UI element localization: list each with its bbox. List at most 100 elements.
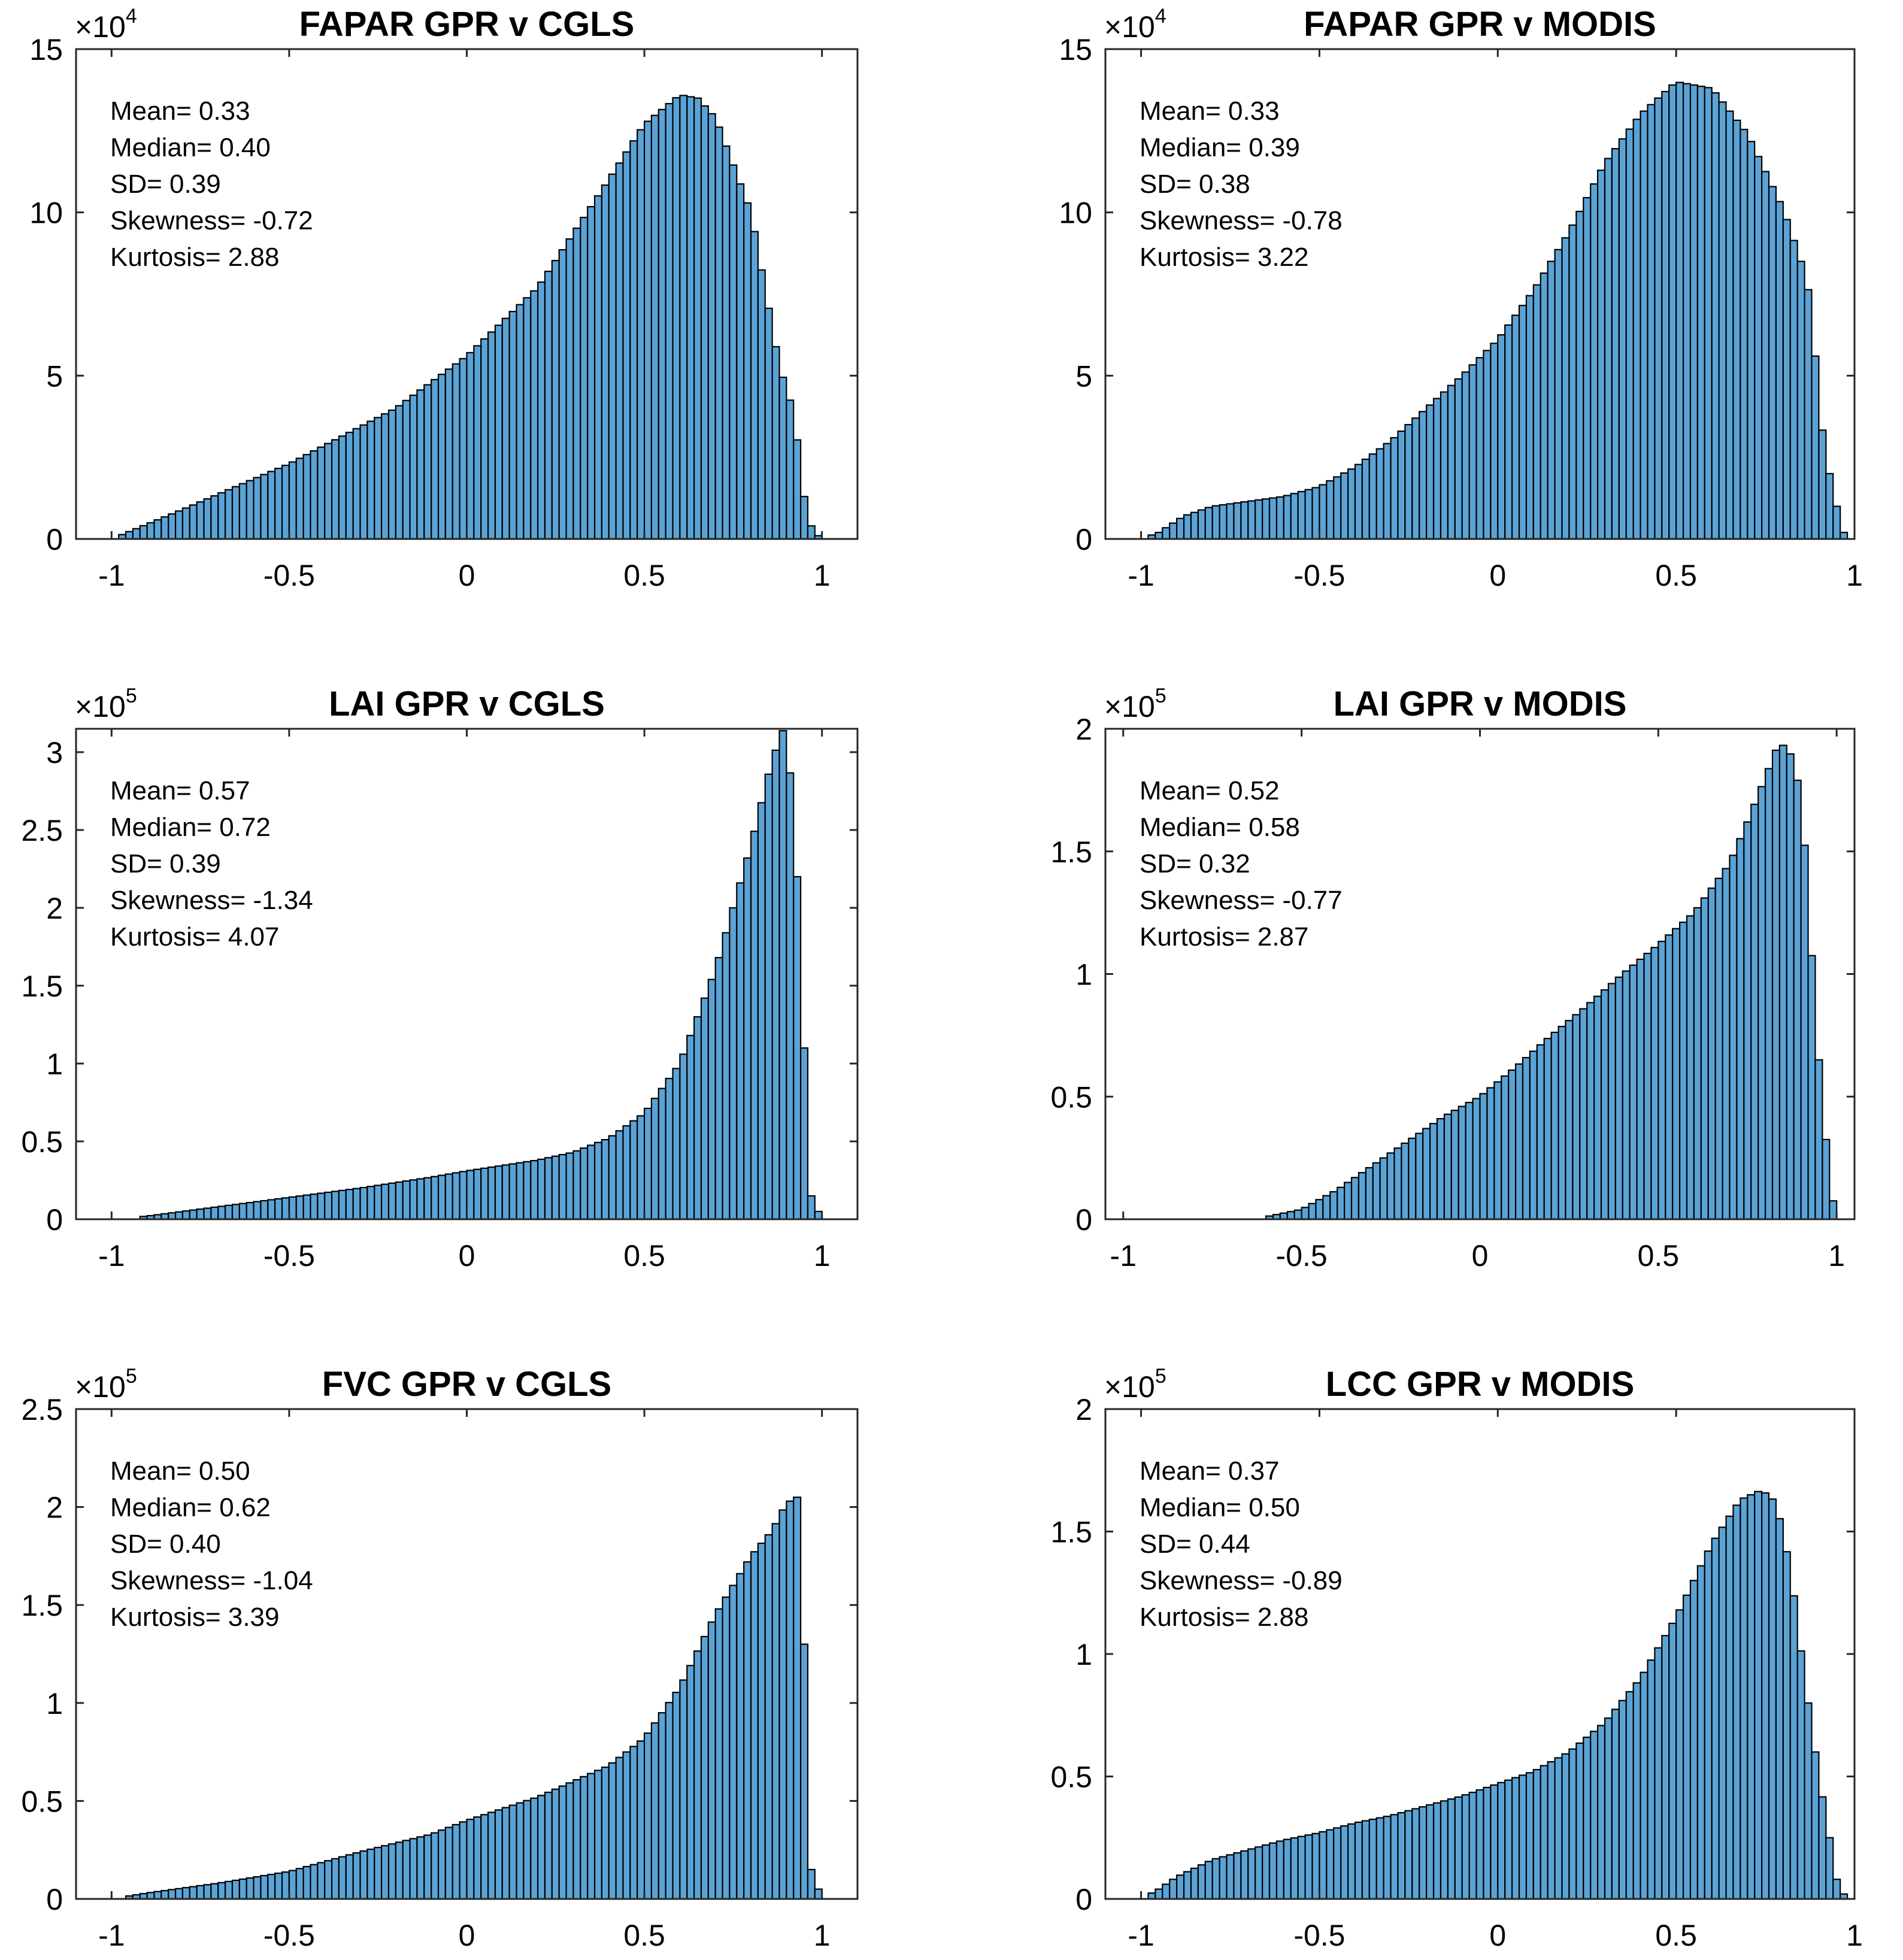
histogram-bar [174, 510, 184, 539]
histogram-bars [1147, 1491, 1849, 1899]
histogram-bar [1354, 464, 1363, 539]
histogram-bar [1397, 430, 1406, 539]
y-tick-label: 5 [46, 359, 63, 393]
y-exponent-label: ×105 [75, 684, 137, 723]
x-tick-label: -1 [1128, 1919, 1154, 1952]
histogram-bar [1768, 1498, 1777, 1899]
histogram-bar [231, 1879, 240, 1899]
histogram-bar [402, 399, 411, 539]
histogram-bar [1497, 334, 1506, 539]
histogram-bar [1162, 527, 1171, 539]
histogram-bar [1361, 1820, 1370, 1899]
y-tick-label: 1.5 [1050, 1516, 1092, 1549]
stat-line: Skewness= -1.04 [110, 1566, 313, 1595]
histogram-bar [714, 957, 723, 1219]
histogram-bar [508, 1163, 517, 1219]
histogram-bar [324, 1860, 333, 1899]
histogram-bar [225, 489, 234, 539]
histogram-bar [1361, 458, 1370, 539]
histogram-bar [1736, 838, 1745, 1219]
histogram-bar [516, 1162, 525, 1219]
histogram-bar [643, 1107, 653, 1219]
histogram-bar [1840, 1893, 1849, 1899]
histogram-bar [1643, 952, 1652, 1219]
histogram-bar [1696, 1565, 1705, 1899]
histogram-bar [1450, 1110, 1459, 1219]
histogram-bar [523, 1800, 532, 1899]
x-tick-label: 1 [1846, 559, 1863, 592]
histogram-bar [1675, 81, 1684, 539]
histogram-bar [1604, 157, 1613, 539]
histogram-bar [1211, 1858, 1220, 1899]
histogram-bar [1411, 417, 1420, 539]
x-tick-label: 0 [1489, 559, 1506, 592]
histogram-bar [700, 1635, 709, 1899]
histogram-bar [1169, 1879, 1178, 1899]
histogram-bar [1682, 83, 1692, 539]
histogram-bar [1754, 156, 1763, 539]
histogram-bar [693, 97, 702, 539]
histogram-bar [722, 145, 731, 539]
histogram-bar [1611, 148, 1620, 539]
y-tick-label: 0 [46, 1883, 63, 1916]
chart-panel-3: -1 -0.5 0 0.5 1 0 0.5 1 1.5 2 2.5 3 ×105 LAI GPR v CG… [21, 684, 859, 1273]
histogram-bar [366, 1186, 375, 1219]
histogram-bar [1475, 1789, 1484, 1899]
histogram-bar [622, 1751, 631, 1899]
histogram-bar [1169, 522, 1178, 539]
y-tick-label: 0 [1075, 1203, 1092, 1237]
histogram-bar [494, 324, 503, 539]
histogram-bar [1596, 1725, 1606, 1899]
histogram-bar [1665, 934, 1674, 1219]
histogram-bar [210, 1206, 219, 1219]
histogram-bar [551, 260, 560, 539]
histogram-bar [693, 1650, 702, 1899]
histogram-bar [267, 1199, 276, 1219]
histogram-bar [1590, 1731, 1599, 1899]
histogram-bar [210, 1883, 219, 1899]
histogram-bar [1447, 1798, 1456, 1899]
histogram-bar [253, 477, 262, 539]
histogram-bar [374, 1847, 383, 1899]
stat-line: Mean= 0.33 [110, 96, 250, 126]
histogram-bar [1711, 1537, 1720, 1899]
histogram-bar [444, 1826, 453, 1899]
histogram-bar [1333, 1827, 1342, 1899]
histogram-bar [1672, 928, 1681, 1219]
histogram-bar [160, 516, 169, 539]
histogram-bar [615, 1130, 624, 1219]
histogram-bar [1596, 169, 1606, 539]
histogram-bar [494, 1165, 503, 1219]
histogram-bar [1657, 940, 1666, 1219]
histogram-bar [487, 1811, 496, 1899]
histogram-bar [558, 1785, 567, 1899]
y-tick-label: 2.5 [21, 1393, 63, 1426]
histogram-bars [139, 730, 823, 1219]
histogram-bar [1240, 1850, 1249, 1899]
y-tick-label: 0 [46, 523, 63, 556]
histogram-bar [786, 1500, 795, 1899]
histogram-bar [1340, 472, 1349, 539]
histogram-bar [310, 450, 319, 539]
y-tick-label: 0 [1075, 1883, 1092, 1916]
histogram-bar [225, 1204, 234, 1219]
histogram-bar [139, 525, 148, 539]
stat-line: SD= 0.40 [110, 1529, 221, 1559]
histogram-bar [1426, 1804, 1435, 1899]
histogram-bar [1365, 1167, 1374, 1219]
histogram-bar [338, 1189, 347, 1219]
histogram-bar [288, 1196, 297, 1219]
histogram-bar [387, 1182, 396, 1219]
histogram-bar [1154, 1888, 1163, 1899]
histogram-bar [1397, 1811, 1406, 1899]
histogram-bar [260, 474, 269, 539]
y-exponent-power: 4 [126, 5, 137, 28]
x-tick-label: 0 [1489, 1919, 1506, 1952]
stat-line: Mean= 0.52 [1140, 776, 1280, 805]
histogram-bar [1508, 1069, 1517, 1219]
histogram-bar [1800, 844, 1809, 1219]
histogram-bar [1811, 355, 1820, 539]
y-tick-label: 10 [29, 196, 63, 230]
histogram-bar [274, 1198, 283, 1219]
histogram-bar [587, 1773, 596, 1899]
